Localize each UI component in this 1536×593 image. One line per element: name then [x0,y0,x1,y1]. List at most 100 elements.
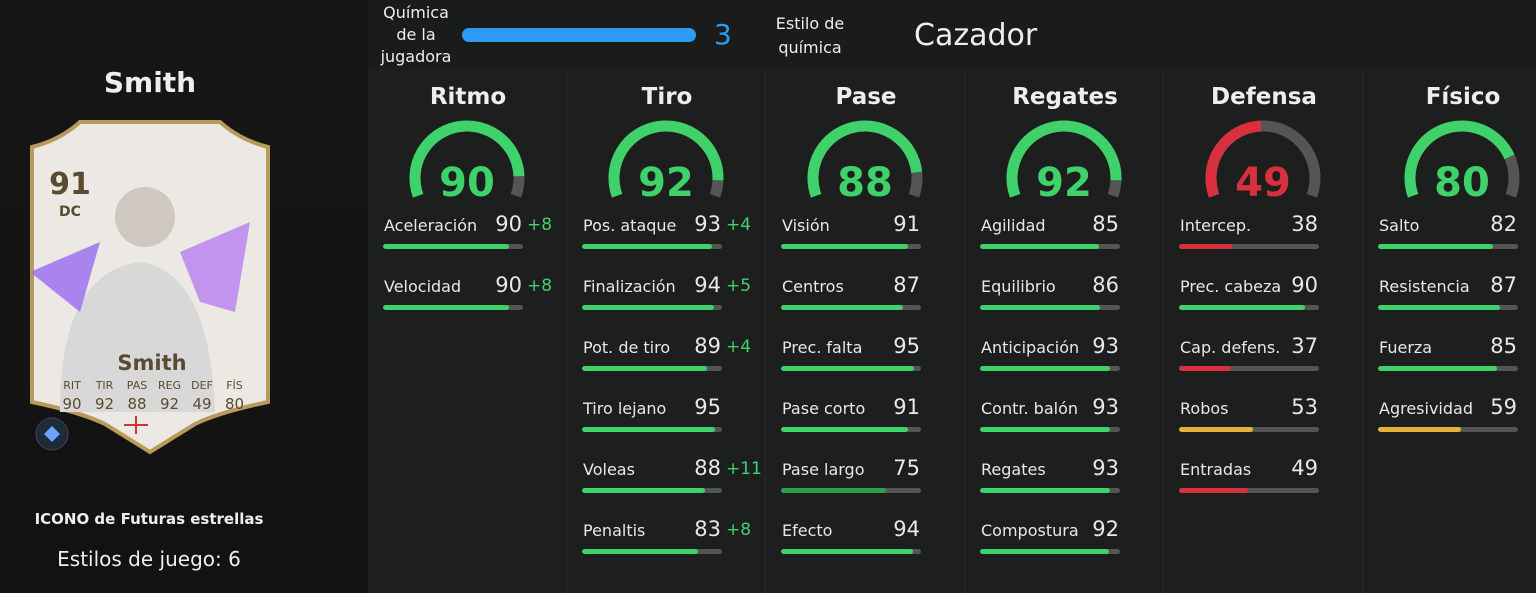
stat-value: 87 [893,273,920,297]
gauge-value: 92 [638,160,694,206]
playstyle-icon [35,417,69,451]
stat-track [980,549,1120,554]
category-name: Defensa [1211,84,1317,110]
stat-bar [383,305,509,310]
gauge: 92 [1006,120,1122,206]
chemistry-value: 3 [714,18,732,51]
gauge-value: 88 [837,160,893,206]
stat-value: 83 [694,517,721,541]
stat-name: Entradas [1180,460,1252,479]
card-stat-value: 90 [62,395,81,413]
stat-value: 88 [694,456,721,480]
card-stat-label: TIR [95,379,114,392]
gauge-fill [409,120,525,198]
stat-bar [1179,366,1231,371]
gauge-value: 90 [439,160,495,206]
stat-value: 94 [893,517,920,541]
stat-track [1179,305,1319,310]
stat-bar [980,488,1111,493]
stat-value: 95 [893,334,920,358]
stat-track [1378,244,1518,249]
stat-track [582,549,722,554]
category-name: Tiro [641,84,693,110]
stat-value: 94 [694,273,721,297]
stat-name: Agresividad [1379,399,1473,418]
stat-value: 82 [1490,212,1517,236]
card-stat-label: RIT [63,379,81,392]
stat-track [781,244,921,249]
stat-track [781,427,921,432]
stat-value: 53 [1291,395,1318,419]
stat-bar [582,305,714,310]
stat-value: 91 [893,212,920,236]
stat-boost: +5 [726,276,752,296]
stat-track [1179,488,1319,493]
stat-value: 38 [1291,212,1318,236]
stat-bar [781,427,909,432]
stat-value: 90 [495,273,522,297]
stat-value: 93 [694,212,721,236]
stat-column: Defensa 49 Intercep. 38 Prec. cabeza 90 Cap. d… [1166,72,1363,593]
gauge-fill [608,120,724,198]
gauge-value: 80 [1434,160,1490,206]
card-stat-label: DEF [191,379,213,392]
stat-column: Tiro 92 Pos. ataque 93 +4 Finalización 94 +5 Pot… [569,72,766,593]
player-card: 91 DC Smith RIT 90 TIR 92 PAS 88 REG 92 DEF 49 FÍS 80 [30,120,270,455]
chemistry-label: Química de la jugadora [380,3,452,66]
gauge: 88 [807,120,923,206]
stat-track [1179,366,1319,371]
stat-track [1378,427,1518,432]
card-decoration [180,222,250,312]
stat-track [1378,305,1518,310]
stat-track [781,366,921,371]
category-name: Físico [1425,84,1501,110]
card-position: DC [59,204,81,220]
stat-track [1179,244,1319,249]
playstyles-label: Estilos de juego: [57,547,222,571]
stat-name: Aceleración [384,216,478,235]
chemistry-fill [462,28,696,42]
stat-name: Penaltis [583,521,646,540]
stat-name: Equilibrio [981,277,1056,296]
stat-boost: +4 [726,337,752,357]
card-stat-label: PAS [127,379,147,392]
stat-track [1179,427,1319,432]
gauge-fill [1404,120,1515,198]
playstyles: Estilos de juego: 6 [0,547,298,571]
stat-value: 75 [893,456,920,480]
gauge-value: 49 [1235,160,1291,206]
stat-value: 89 [694,334,721,358]
stat-track [980,488,1120,493]
stat-bar [980,366,1111,371]
stat-name: Anticipación [981,338,1080,357]
gauge: 49 [1205,120,1321,206]
stat-boost: +4 [726,215,752,235]
card-stat-label: FÍS [226,379,243,392]
stat-bar [781,488,886,493]
stat-value: 87 [1490,273,1517,297]
stat-track [582,366,722,371]
stat-bar [781,366,914,371]
stat-name: Pase largo [782,460,865,479]
stat-name: Centros [782,277,844,296]
stat-track [582,244,722,249]
chemistry-bar: Química de la jugadora 3 Estilo de quími… [368,0,1536,68]
stat-value: 59 [1490,395,1517,419]
stat-name: Fuerza [1379,338,1433,357]
stat-name: Cap. defens. [1180,338,1281,357]
card-stat-value: 88 [127,395,146,413]
gauge-fill [1205,120,1262,198]
stat-boost: +11 [726,459,762,479]
player-figure [60,262,215,412]
stat-track [980,366,1120,371]
stat-track [781,305,921,310]
flag [135,416,137,434]
category-name: Ritmo [429,84,507,110]
stat-name: Agilidad [981,216,1046,235]
card-stat-value: 92 [160,395,179,413]
stat-track [781,488,921,493]
stat-value: 90 [1291,273,1318,297]
stat-bar [383,244,509,249]
stat-name: Prec. falta [782,338,863,357]
